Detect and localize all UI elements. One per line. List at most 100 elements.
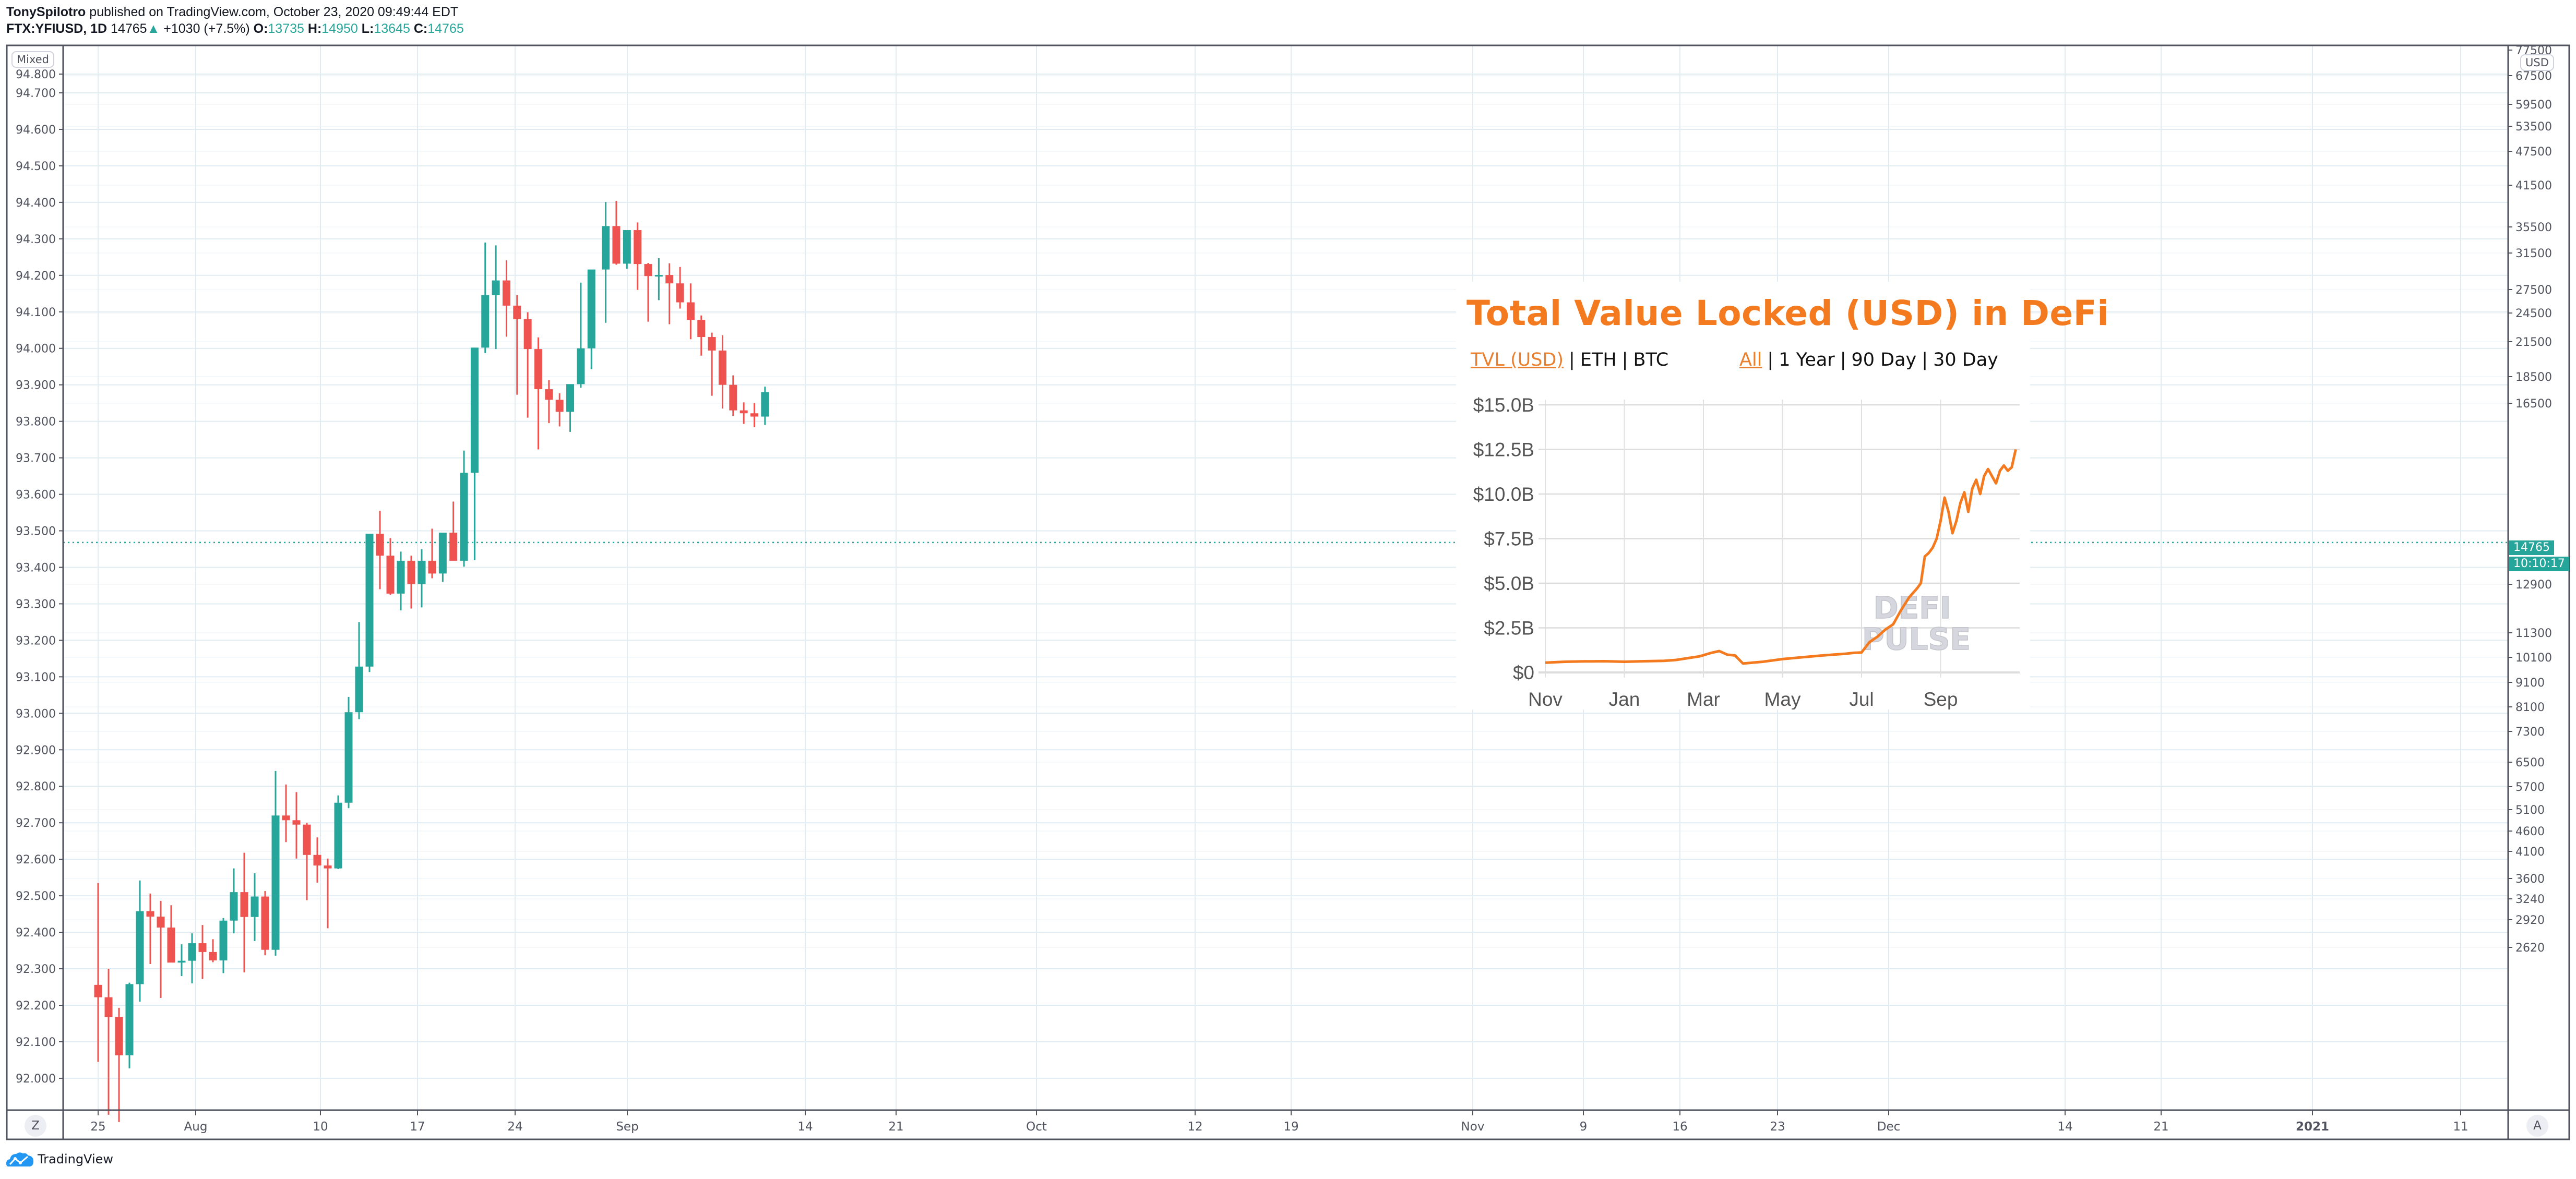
left-scale-mode-badge[interactable]: Mixed xyxy=(11,51,54,68)
candle[interactable] xyxy=(686,283,695,340)
candle[interactable] xyxy=(397,551,405,611)
candle[interactable] xyxy=(230,868,238,934)
candle[interactable] xyxy=(177,944,186,977)
candle[interactable] xyxy=(460,450,468,567)
candle-body xyxy=(115,1017,123,1055)
candle-body xyxy=(612,226,621,264)
candle[interactable] xyxy=(523,312,532,418)
candle[interactable] xyxy=(157,900,165,998)
candle[interactable] xyxy=(240,852,248,973)
candle[interactable] xyxy=(513,295,521,395)
candle[interactable] xyxy=(146,893,154,964)
candle[interactable] xyxy=(697,315,706,356)
right-tick-label: 12900 xyxy=(2515,579,2552,592)
candle[interactable] xyxy=(654,258,663,300)
candle[interactable] xyxy=(376,511,384,590)
candle[interactable] xyxy=(665,263,674,324)
tradingview-logo[interactable]: TradingView xyxy=(6,1151,113,1168)
time-tick-label: 10 xyxy=(313,1120,328,1134)
candle[interactable] xyxy=(612,201,621,265)
tab-tvl-usd[interactable]: TVL (USD) xyxy=(1471,350,1564,370)
candle[interactable] xyxy=(104,969,113,1115)
right-tick-label: 47500 xyxy=(2515,146,2552,159)
candle[interactable] xyxy=(355,622,363,719)
candle-body xyxy=(219,920,228,960)
candle[interactable] xyxy=(740,402,748,424)
candle[interactable] xyxy=(555,393,564,427)
candle[interactable] xyxy=(708,332,716,396)
candle[interactable] xyxy=(623,230,631,269)
candle[interactable] xyxy=(261,891,269,956)
candle[interactable] xyxy=(198,925,207,979)
range-tabs: All | 1 Year | 90 Day | 30 Day xyxy=(1739,350,1998,370)
candle[interactable] xyxy=(219,918,228,973)
candle[interactable] xyxy=(634,222,642,290)
candle[interactable] xyxy=(292,792,301,859)
tvl-grid xyxy=(1539,400,2020,678)
left-tick-label: 92.700 xyxy=(16,817,56,830)
candle[interactable] xyxy=(282,784,290,843)
tab-range-30-day[interactable]: 30 Day xyxy=(1933,350,1998,370)
candle[interactable] xyxy=(94,883,102,1062)
candle-body xyxy=(740,410,748,414)
candle[interactable] xyxy=(386,538,395,595)
right-price-axis[interactable]: 7750067500595005350047500415003550031500… xyxy=(2508,44,2552,955)
candle[interactable] xyxy=(303,823,311,900)
candle[interactable] xyxy=(167,905,175,963)
tab-range-1-year[interactable]: 1 Year xyxy=(1779,350,1835,370)
candle[interactable] xyxy=(545,380,553,424)
right-tick-label: 11300 xyxy=(2515,627,2552,640)
candles[interactable] xyxy=(94,201,769,1122)
tvl-x-tick-label: Sep xyxy=(1924,689,1958,709)
zoom-reset-button[interactable]: Z xyxy=(25,1115,46,1137)
candle[interactable] xyxy=(750,403,758,427)
candle[interactable] xyxy=(418,549,426,608)
candle[interactable] xyxy=(502,260,510,337)
candle[interactable] xyxy=(470,347,479,560)
candle[interactable] xyxy=(566,384,575,432)
candle[interactable] xyxy=(449,501,458,561)
candle[interactable] xyxy=(125,982,134,1069)
tab-range-all[interactable]: All xyxy=(1739,350,1762,370)
candle[interactable] xyxy=(209,939,217,963)
candle[interactable] xyxy=(761,387,769,425)
candle[interactable] xyxy=(481,242,490,353)
auto-scale-button[interactable]: A xyxy=(2526,1115,2548,1137)
candle[interactable] xyxy=(602,202,610,323)
candle[interactable] xyxy=(313,837,321,883)
candle[interactable] xyxy=(729,375,737,416)
tab-btc[interactable]: BTC xyxy=(1633,350,1669,370)
currency-badge[interactable]: USD xyxy=(2520,54,2554,71)
candle[interactable] xyxy=(534,337,542,450)
candle[interactable] xyxy=(577,282,585,388)
candle[interactable] xyxy=(428,528,436,579)
candle[interactable] xyxy=(718,335,726,409)
candle[interactable] xyxy=(676,267,684,309)
symbol-title[interactable]: FTX:YFIUSD, 1D xyxy=(6,21,108,36)
candle[interactable] xyxy=(334,795,342,870)
candle-body xyxy=(303,824,311,855)
candle[interactable] xyxy=(438,533,447,582)
candle[interactable] xyxy=(271,771,280,956)
candle[interactable] xyxy=(492,245,500,350)
candle[interactable] xyxy=(115,1007,123,1122)
tab-eth[interactable]: ETH xyxy=(1580,350,1617,370)
right-tick-label: 18500 xyxy=(2515,371,2552,384)
candle[interactable] xyxy=(136,880,144,1002)
time-axis[interactable]: 25 Aug 10 17 24 Sep 14 21 Oct 12 19 Nov 9 16 23 Dec 14 21… xyxy=(90,1110,2468,1134)
candle[interactable] xyxy=(407,556,415,609)
candle[interactable] xyxy=(644,263,652,322)
right-tick-label: 2620 xyxy=(2515,942,2545,955)
tab-range-90-day[interactable]: 90 Day xyxy=(1851,350,1917,370)
candle[interactable] xyxy=(188,933,196,984)
candle[interactable] xyxy=(324,858,332,929)
left-tick-label: 93.000 xyxy=(16,707,56,720)
candle[interactable] xyxy=(587,269,595,369)
candle[interactable] xyxy=(365,534,374,672)
left-price-axis[interactable]: 94.800 94.700 94.600 94.500 94.400 94.300 94.2… xyxy=(16,68,63,1086)
candle[interactable] xyxy=(344,696,353,809)
candle[interactable] xyxy=(251,873,259,941)
author-name[interactable]: TonySpilotro xyxy=(6,5,86,19)
